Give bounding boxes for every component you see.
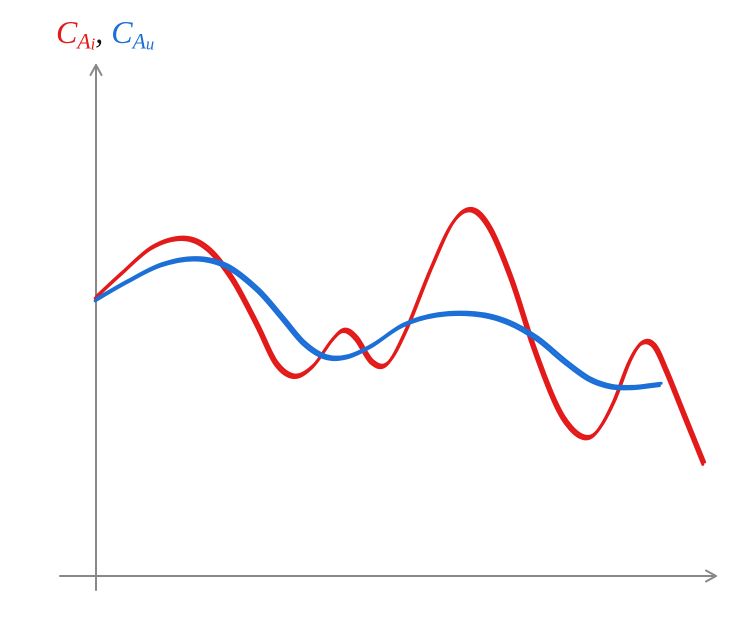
series-C_Ai <box>95 208 704 464</box>
chart-container: CAi, CAu <box>0 0 737 635</box>
series-C_Au <box>95 258 661 389</box>
legend: CAi, CAu <box>56 14 154 54</box>
line-chart <box>0 0 737 635</box>
